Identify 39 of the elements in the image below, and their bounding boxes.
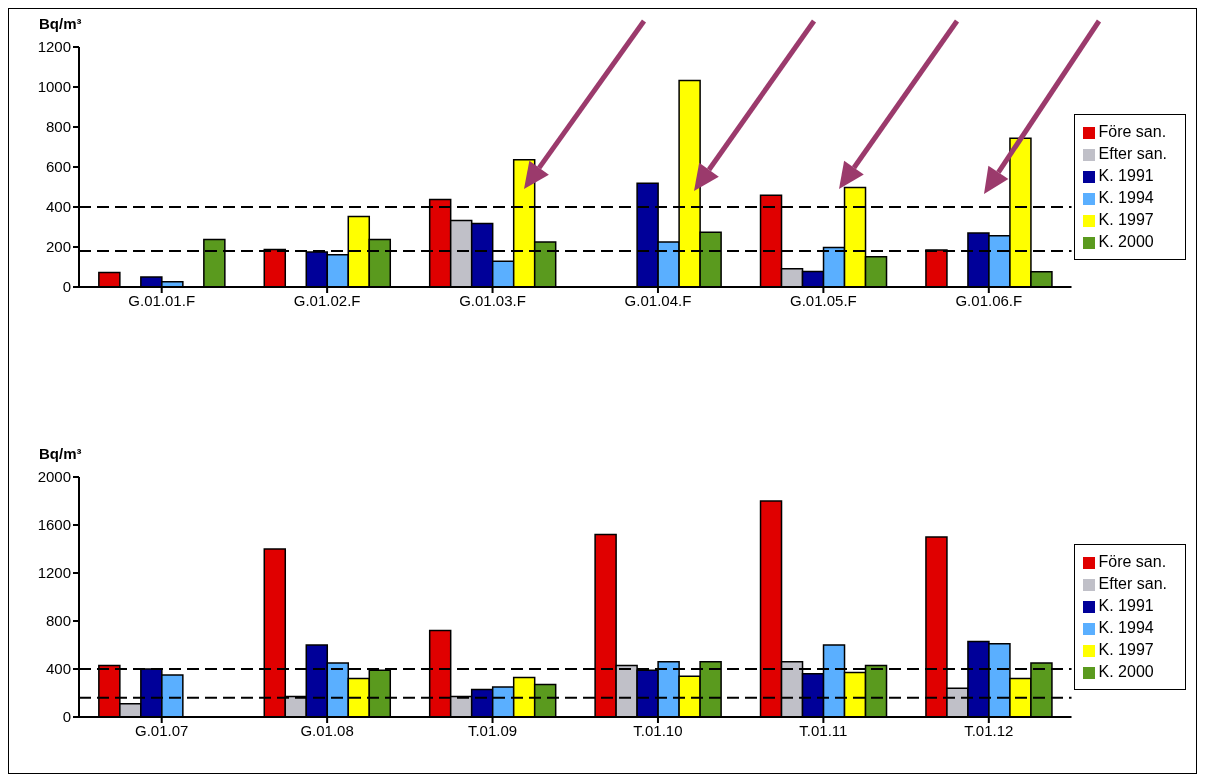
legend-label: K. 1991: [1098, 167, 1154, 184]
x-tick-label: T.01.12: [964, 721, 1014, 739]
x-tick-label: T.01.11: [799, 721, 848, 739]
legend-label: Före san.: [1098, 123, 1167, 140]
legend-label: K. 1997: [1098, 211, 1154, 228]
y-tick-label: 1200: [37, 38, 71, 56]
legend-label: K. 1994: [1098, 189, 1154, 206]
y-tick-label: 1200: [37, 564, 71, 582]
legend-label: Efter san.: [1098, 575, 1167, 592]
x-tick-label: G.01.05.F: [790, 291, 857, 309]
y-tick-label: 1000: [37, 78, 71, 96]
legend-label: K. 1997: [1098, 641, 1154, 658]
y-tick-label: 800: [45, 612, 71, 630]
y-tick-label: 400: [45, 198, 71, 216]
y-tick-label: 600: [45, 158, 71, 176]
x-tick-label: T.01.10: [633, 721, 683, 739]
y-axis-title: Bq/m³: [39, 15, 82, 32]
x-tick-label: G.01.01.F: [128, 291, 196, 309]
legend-label: K. 1991: [1098, 597, 1154, 614]
y-tick-label: 0: [62, 708, 71, 726]
x-tick-label: G.01.08: [300, 721, 354, 739]
x-tick-label: G.01.04.F: [624, 291, 692, 309]
x-tick-label: G.01.03.F: [459, 291, 526, 309]
legend-label: Efter san.: [1098, 145, 1167, 162]
y-tick-label: 400: [45, 660, 71, 678]
x-tick-label: T.01.09: [467, 721, 518, 739]
y-tick-label: 0: [62, 278, 71, 296]
x-tick-label: G.01.02.F: [293, 291, 361, 309]
legend-label: K. 2000: [1098, 233, 1154, 250]
y-tick-label: 800: [45, 118, 71, 136]
y-tick-label: 1600: [37, 516, 71, 534]
legend-label: Före san.: [1098, 553, 1167, 570]
legend-label: K. 2000: [1098, 663, 1154, 680]
y-tick-label: 2000: [37, 468, 71, 486]
y-tick-label: 200: [45, 238, 71, 256]
y-axis-title: Bq/m³: [39, 445, 82, 462]
x-tick-label: G.01.07: [135, 721, 189, 739]
x-tick-label: G.01.06.F: [955, 291, 1023, 309]
legend-label: K. 1994: [1098, 619, 1154, 636]
